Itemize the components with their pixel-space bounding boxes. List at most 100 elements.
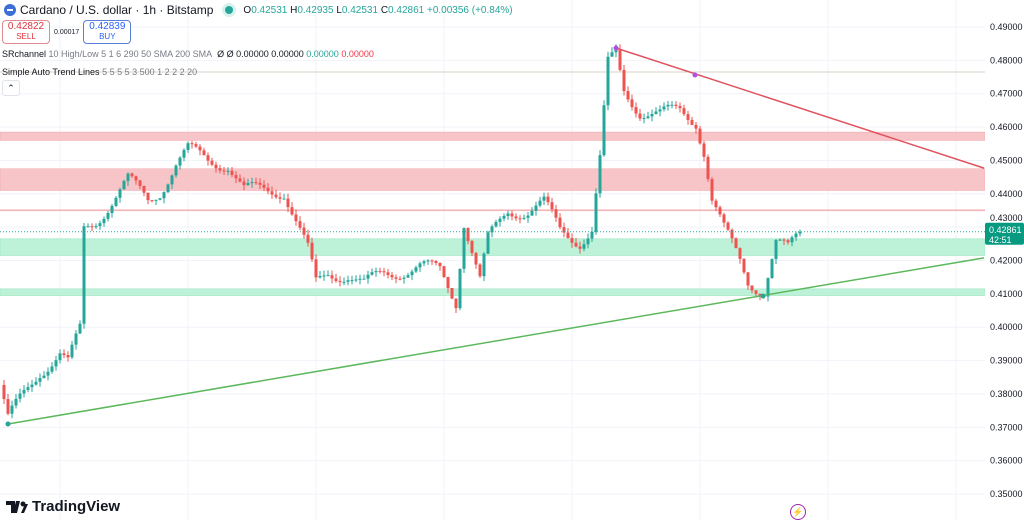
candle [462,228,466,269]
candle [98,223,102,227]
y-tick-label: 0.49000 [990,22,1023,32]
candle [370,272,374,275]
candle [446,277,450,289]
candle [234,174,238,179]
lightning-icon[interactable]: ⚡ [790,504,806,520]
candle [6,399,10,414]
candle [246,182,250,186]
candle [226,170,230,172]
candle [490,226,494,233]
buy-button[interactable]: 0.42839 BUY [83,20,132,44]
candle [434,260,438,263]
candle [330,275,334,279]
candle [682,108,686,115]
candle [642,118,646,120]
candle [734,238,738,249]
candle [270,191,274,195]
tradingview-logo-icon [6,500,28,513]
indicator-trendlines[interactable]: Simple Auto Trend Lines 5 5 5 5 3 500 1 … [2,67,198,77]
candle [338,280,342,283]
candle [218,168,222,171]
candle [262,184,266,188]
candle [782,239,786,241]
candle [174,165,178,176]
candle [126,173,130,182]
candle [62,353,66,355]
support-zone [0,238,986,256]
candle [538,200,542,206]
candle [194,144,198,147]
y-tick-label: 0.35000 [990,489,1023,499]
candle [690,119,694,125]
candle [66,354,70,358]
candle [118,189,122,198]
candle [422,261,426,264]
candle [342,281,346,283]
candle [658,109,662,112]
pivot-point [760,293,766,299]
candle [86,226,90,228]
candle [558,217,562,228]
indicator-srchannel[interactable]: SRchannel 10 High/Low 5 1 6 290 50 SMA 2… [2,49,374,59]
candle [506,213,510,217]
candle [654,111,658,115]
candle [650,114,654,117]
candle [770,259,774,279]
candle [30,384,34,388]
sell-button[interactable]: 0.42822 SELL [2,20,50,44]
candle [738,248,742,259]
candle [90,226,94,228]
candle [402,277,406,279]
candle [742,258,746,273]
candle [574,242,578,247]
candle [678,105,682,109]
candle [130,173,134,177]
candle [670,104,674,106]
candle [286,198,290,208]
candle [182,149,186,158]
candle [2,384,6,400]
candle [430,260,434,262]
candle [10,405,14,414]
candle [290,207,294,215]
candle [514,216,518,219]
candle [350,280,354,282]
candle [554,209,558,218]
candle [438,262,442,267]
candle [546,196,550,203]
candle [18,393,22,399]
candle [578,246,582,249]
candle [362,278,366,280]
candle [186,143,190,150]
candle [42,375,46,379]
candle [790,237,794,243]
symbol-title[interactable]: Cardano / U.S. dollar · 1h · Bitstamp [20,3,214,17]
candle [326,275,330,277]
chevron-up-icon[interactable]: ⌃ [2,80,20,96]
candle [22,389,26,394]
candle [598,155,602,194]
y-tick-label: 0.45000 [990,155,1023,165]
candle [614,49,618,53]
candle [114,197,118,206]
cardano-icon [4,4,16,16]
candle [58,353,62,361]
candle [454,298,458,309]
last-price-badge [985,222,1024,245]
candle [586,238,590,245]
candle [190,143,194,145]
candle [570,238,574,243]
candle [426,260,430,262]
y-tick-label: 0.46000 [990,122,1023,132]
candle [378,271,382,273]
spread-value: 0.00017 [54,28,80,36]
candle [202,150,206,156]
y-tick-label: 0.37000 [990,422,1023,432]
candle [458,268,462,309]
candle [358,278,362,280]
y-tick-label: 0.39000 [990,356,1023,366]
resistance-zone [0,168,986,191]
candle [410,271,414,276]
candle [210,160,214,165]
